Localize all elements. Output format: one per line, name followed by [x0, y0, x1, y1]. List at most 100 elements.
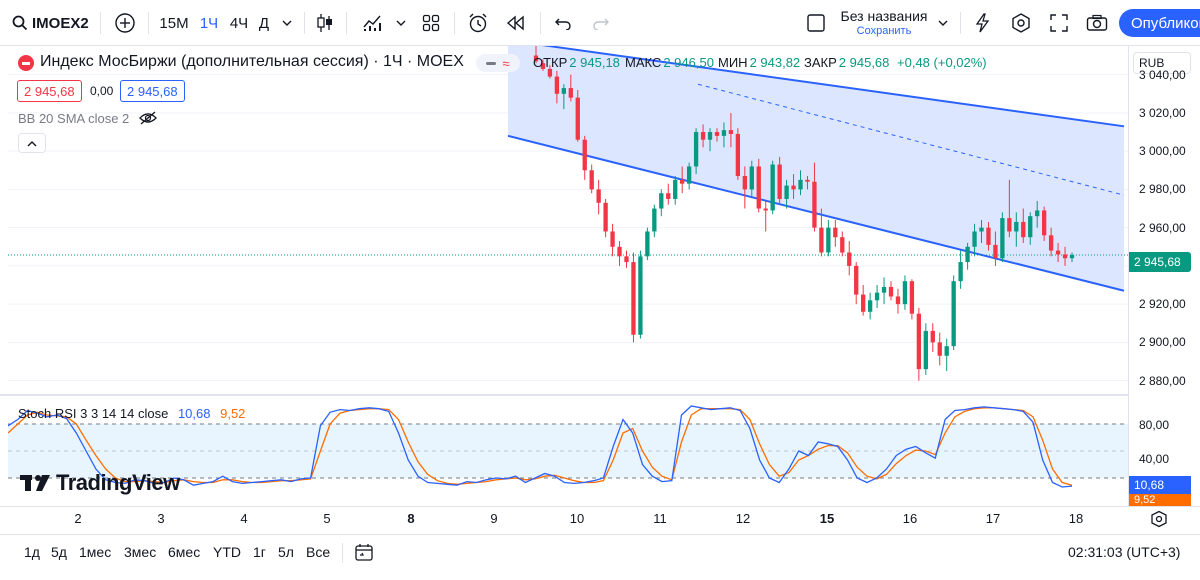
stoch-d-value: 9,52 [220, 406, 246, 421]
currency-selector[interactable]: RUB [1133, 52, 1191, 74]
quick-search-button[interactable] [968, 0, 998, 46]
stoch-legend[interactable]: Stoch RSI 3 3 14 14 close 10,68 9,52 [18, 406, 245, 421]
stoch-rsi-pane[interactable] [7, 396, 1128, 502]
interval-dropdown[interactable] [276, 0, 298, 46]
fullscreen-icon [1050, 14, 1068, 32]
range-all[interactable]: Все [306, 544, 331, 560]
range-1y[interactable]: 1г [253, 544, 266, 560]
market-status-badge[interactable]: ≈ [476, 54, 520, 72]
snapshot-button[interactable] [1082, 0, 1112, 46]
price-chart-pane[interactable] [8, 39, 1128, 394]
interval-15m[interactable]: 15М [156, 0, 192, 46]
fullscreen-button[interactable] [1044, 0, 1074, 46]
layout-dropdown[interactable] [934, 0, 952, 46]
axis-settings-button[interactable] [1150, 510, 1168, 533]
redo-button[interactable] [586, 0, 616, 46]
tradingview-watermark: TradingView [20, 470, 180, 496]
symbol-search[interactable]: IMOEX2 [12, 0, 90, 46]
interval-day[interactable]: Д [254, 0, 274, 46]
tradingview-logo-icon [20, 475, 50, 491]
candle-body [937, 342, 942, 356]
price-scale[interactable]: RUB 3 040,00 3 020,00 3 000,00 2 980,00 2 96… [1128, 46, 1200, 506]
layout-name-button[interactable]: Без названия Сохранить [836, 8, 932, 40]
range-1m[interactable]: 1мес [79, 544, 112, 560]
candle-body [1069, 255, 1075, 259]
price-scale-label: 3 040,00 [1139, 67, 1186, 82]
time-axis-label: 4 [240, 511, 248, 526]
stoch-title: Stoch RSI 3 3 14 14 close [18, 406, 169, 421]
indicators-dropdown[interactable] [392, 0, 410, 46]
bid-value: 2 945,68 [24, 83, 75, 99]
time-axis-label: 3 [157, 511, 165, 526]
candle-body [958, 262, 963, 282]
layout-checkbox[interactable] [804, 0, 828, 46]
range-5d[interactable]: 5д [51, 544, 67, 560]
range-1d[interactable]: 1д [24, 544, 40, 560]
candle-body [777, 164, 782, 199]
candle-body [533, 55, 539, 62]
time-axis-label: 17 [985, 511, 1001, 526]
time-axis-label: 9 [490, 511, 498, 526]
range-5y[interactable]: 5л [278, 544, 294, 560]
interval-1h[interactable]: 1Ч [194, 0, 224, 46]
indicators-button[interactable] [356, 0, 390, 46]
candle-body [728, 130, 734, 134]
candle-body [673, 179, 678, 199]
alert-button[interactable] [462, 0, 494, 46]
buy-price-button[interactable]: 2 945,68 [120, 80, 185, 102]
candle-body [561, 88, 567, 94]
replay-button[interactable] [500, 0, 532, 46]
low-value: 2 943,82 [749, 55, 801, 70]
candle-body [819, 227, 824, 253]
settings-button[interactable] [1006, 0, 1036, 46]
camera-icon [1086, 14, 1108, 32]
pane-separator[interactable] [0, 394, 1128, 396]
layout-templates-button[interactable] [416, 0, 446, 46]
candle-body [582, 139, 587, 171]
time-axis[interactable]: 2 3 4 5 8 9 10 11 12 15 16 17 18 [0, 506, 1200, 530]
publish-button[interactable]: Опубликов [1119, 9, 1200, 37]
candle-body [798, 179, 803, 190]
interval-label: 1Ч [199, 14, 219, 32]
price-scale-label: 3 020,00 [1139, 105, 1186, 120]
candle-body [909, 281, 915, 314]
price-scale-label: 2 900,00 [1139, 335, 1186, 350]
price-chart [8, 39, 1128, 382]
candle-body [1000, 218, 1005, 259]
channel-fill [508, 40, 1124, 291]
candle-body [603, 202, 608, 232]
clock-timezone[interactable]: 02:31:03 (UTC+3) [1068, 544, 1181, 560]
currency-label: RUB [1139, 56, 1165, 70]
undo-button[interactable] [548, 0, 578, 46]
interval-4h[interactable]: 4Ч [224, 0, 254, 46]
candle-body [756, 166, 761, 209]
interval-label: 15М [159, 14, 189, 32]
candle-body [617, 246, 622, 257]
collapse-legend-button[interactable] [18, 133, 46, 153]
time-axis-label: 11 [653, 511, 667, 526]
candle-body [1062, 254, 1068, 259]
candle-body [1028, 216, 1033, 238]
range-ytd[interactable]: YTD [213, 544, 241, 560]
symbol-title[interactable]: Индекс МосБиржи (дополнительная сессия) … [40, 53, 464, 70]
ohlc-high: МАКС 2 946,50 [625, 55, 714, 70]
candle-body [916, 313, 922, 370]
chart-type-button[interactable] [310, 0, 340, 46]
range-6m[interactable]: 6мес [168, 544, 201, 560]
candle-body [1035, 210, 1040, 217]
time-axis-label: 16 [902, 511, 918, 526]
stoch-k-value: 10,68 [177, 406, 211, 421]
bb-indicator-label[interactable]: BB 20 SMA close 2 [18, 111, 129, 126]
candle-body [721, 130, 727, 136]
goto-date-button[interactable] [354, 542, 374, 567]
sell-price-button[interactable]: 2 945,68 [17, 80, 82, 102]
ohlc-open: ОТКР 2 945,18 [533, 55, 620, 70]
compare-symbol-button[interactable] [110, 0, 140, 46]
candle-body [979, 227, 984, 232]
candle-body [930, 330, 935, 343]
square-icon [806, 13, 826, 33]
eye-hidden-icon[interactable] [138, 110, 158, 131]
candle-body [895, 296, 901, 305]
candle-body [972, 231, 977, 247]
range-3m[interactable]: 3мес [124, 544, 157, 560]
